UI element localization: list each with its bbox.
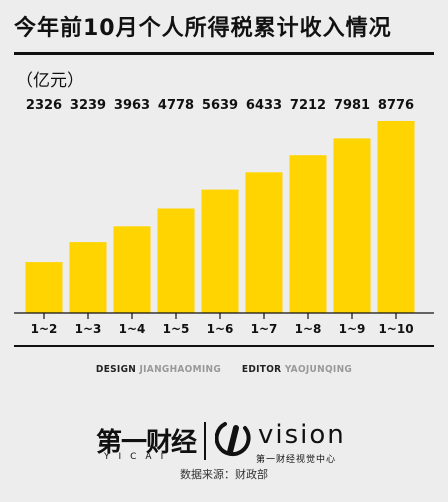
data-label-1~6: 5639 (202, 98, 238, 113)
bar-1~9 (333, 138, 371, 313)
bar-1~7 (245, 172, 283, 313)
bar-1~3 (69, 242, 107, 313)
data-label-1~9: 7981 (334, 98, 370, 113)
vision-logo-sub: 第一财经视觉中心 (256, 455, 337, 465)
title-rule (14, 52, 434, 55)
data-source: 数据来源：财政部 (180, 468, 268, 481)
tick-label-1~8: 1~8 (295, 322, 322, 336)
vision-mark-icon (215, 422, 251, 457)
chart-title: 今年前10月个人所得税累计收入情况 (14, 16, 392, 41)
tick-label-1~7: 1~7 (251, 322, 278, 336)
unit-label: （亿元） (16, 71, 84, 91)
design-label: DESIGN (95, 364, 137, 375)
tick-label-1~10: 1~10 (378, 322, 413, 336)
editor-name: YAOJUNQING (284, 364, 353, 375)
data-label-1~8: 7212 (290, 98, 326, 113)
bar-1~10 (377, 121, 415, 313)
tick-label-1~9: 1~9 (339, 322, 366, 336)
bar-1~6 (201, 189, 239, 313)
data-label-1~5: 4778 (158, 98, 194, 113)
data-label-1~3: 3239 (70, 98, 106, 113)
logo-divider (204, 422, 206, 460)
tick-label-1~4: 1~4 (119, 322, 146, 336)
tick-label-1~2: 1~2 (31, 322, 58, 336)
bar-1~2 (25, 262, 63, 313)
bar-chart: 2326 3239 3963 4778 5639 6433 7212 7981 8776 1~2… (14, 98, 434, 347)
bar-1~5 (157, 208, 195, 313)
data-label-1~10: 8776 (378, 98, 414, 113)
data-label-1~7: 6433 (246, 98, 282, 113)
credits-line: DESIGN JIANGHAOMING EDITOR YAOJUNQING (0, 364, 448, 375)
tick-label-1~3: 1~3 (75, 322, 102, 336)
tick-label-1~6: 1~6 (207, 322, 234, 336)
logos: 第一财经 YICAI vision 第一财经视觉中心 (0, 412, 448, 465)
tick-label-1~5: 1~5 (163, 322, 190, 336)
vision-logo: vision (258, 420, 346, 450)
bar-1~8 (289, 155, 327, 313)
data-label-1~2: 2326 (26, 98, 62, 113)
bar-1~4 (113, 226, 151, 313)
data-label-1~4: 3963 (114, 98, 150, 113)
yicai-logo-sub: YICAI (104, 452, 173, 462)
yicai-logo: 第一财经 (96, 428, 197, 458)
design-name: JIANGHAOMING (139, 364, 222, 375)
editor-label: EDITOR (241, 364, 282, 375)
